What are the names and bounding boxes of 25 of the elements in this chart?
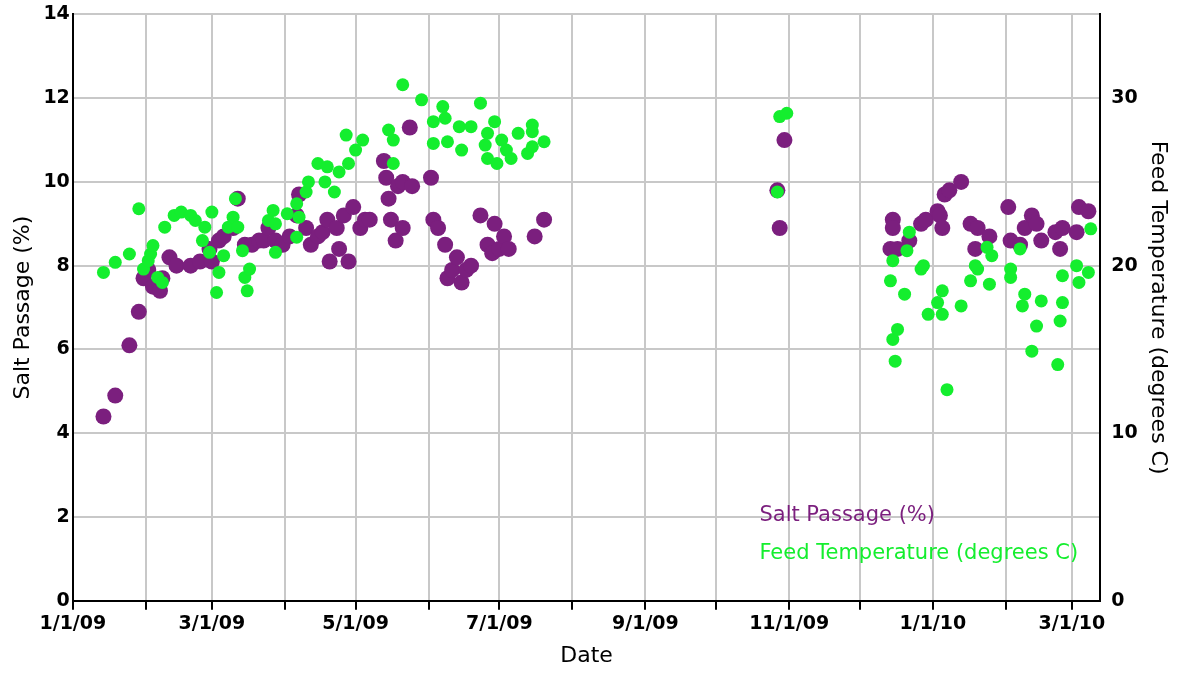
y-tick-label: 2 [56,503,70,526]
y-tick-label: 8 [56,252,70,275]
text: Salt Passage (%) [759,501,935,526]
x-tick-label: 11/1/09 [749,611,830,634]
x-tick-label: 1/1/09 [39,611,107,634]
x-tick-label: 5/1/09 [322,611,389,634]
x-tick-label: 7/1/09 [465,611,533,634]
y-tick-label: 12 [43,85,70,108]
y-axis-title: Salt Passage (%) [8,215,34,400]
y-tick-label: 4 [56,420,70,443]
y2-tick-label: 20 [1111,252,1138,275]
y-tick-label: 10 [43,168,70,191]
y2-axis-title: Feed Temperature (degrees C) [1147,140,1173,475]
x-axis-title: Date [560,641,613,667]
text: Feed Temperature (degrees C) [759,539,1079,564]
x-tick-label: 9/1/09 [612,611,679,634]
y2-tick-label: 30 [1111,85,1138,108]
y-tick-label: 6 [56,336,70,359]
x-tick-label: 3/1/09 [178,611,246,634]
x-tick-label: 1/1/10 [899,611,967,634]
y-tick-label: 0 [56,587,70,610]
y-tick-label: 14 [43,1,70,24]
y2-tick-label: 10 [1111,420,1138,443]
x-tick-label: 3/1/10 [1038,611,1106,634]
y2-tick-label: 0 [1111,587,1125,610]
